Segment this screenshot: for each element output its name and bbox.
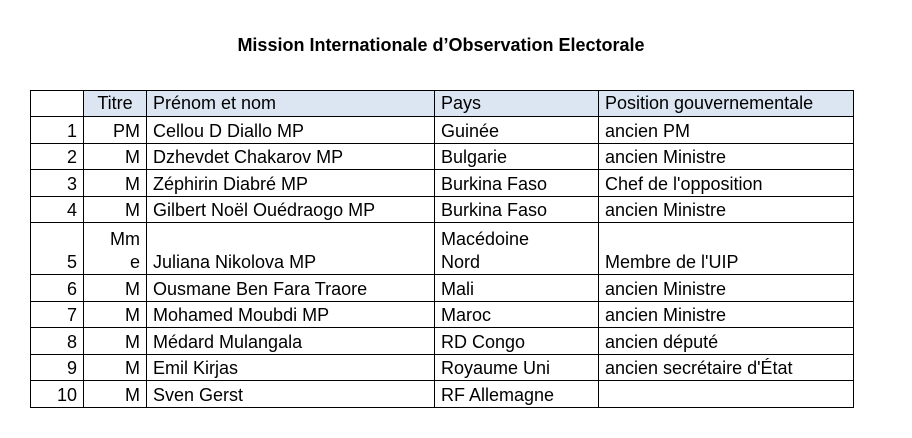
cell-num: 8: [30, 327, 84, 355]
cell-titre-line2: e: [129, 252, 140, 272]
header-pays: Pays: [434, 90, 599, 117]
table-row: 8 M Médard Mulangala RD Congo ancien dép…: [30, 327, 854, 355]
header-titre: Titre: [83, 90, 147, 117]
cell-titre: M: [83, 380, 147, 408]
header-num: [30, 90, 84, 117]
cell-num: 7: [30, 300, 84, 328]
cell-pays: Royaume Uni: [434, 353, 599, 381]
cell-pays: Macédoine Nord: [434, 222, 599, 275]
cell-titre: Mm e: [83, 222, 147, 275]
cell-position: ancien Ministre: [598, 274, 854, 302]
header-position: Position gouvernementale: [598, 90, 854, 117]
cell-nom: Gilbert Noël Ouédraogo MP: [146, 195, 435, 223]
cell-pays-line1: Macédoine: [441, 229, 530, 249]
cell-pays: Burkina Faso: [434, 195, 599, 223]
cell-titre: M: [83, 327, 147, 355]
cell-num: 5: [30, 222, 84, 275]
cell-num: 10: [30, 380, 84, 408]
cell-nom: Sven Gerst: [146, 380, 435, 408]
table-row: 3 M Zéphirin Diabré MP Burkina Faso Chef…: [30, 169, 854, 197]
cell-position: ancien Ministre: [598, 142, 854, 170]
table-row: 1 PM Cellou D Diallo MP Guinée ancien PM: [30, 116, 854, 144]
cell-position: Membre de l'UIP: [598, 222, 854, 275]
cell-titre: M: [83, 142, 147, 170]
cell-position: [598, 380, 854, 408]
cell-nom: Dzhevdet Chakarov MP: [146, 142, 435, 170]
cell-num: 2: [30, 142, 84, 170]
cell-nom: Mohamed Moubdi MP: [146, 300, 435, 328]
cell-position: ancien secrétaire d'État: [598, 353, 854, 381]
table-row: 10 M Sven Gerst RF Allemagne: [30, 380, 854, 408]
table-row: 7 M Mohamed Moubdi MP Maroc ancien Minis…: [30, 300, 854, 328]
table-header-row: Titre Prénom et nom Pays Position gouver…: [30, 90, 854, 117]
cell-position: ancien PM: [598, 116, 854, 144]
cell-pays-line2: Nord: [441, 252, 481, 272]
cell-position: Chef de l'opposition: [598, 169, 854, 197]
cell-pays: Burkina Faso: [434, 169, 599, 197]
cell-nom: Zéphirin Diabré MP: [146, 169, 435, 197]
cell-pays: RD Congo: [434, 327, 599, 355]
cell-pays: Bulgarie: [434, 142, 599, 170]
table-row: 6 M Ousmane Ben Fara Traore Mali ancien …: [30, 274, 854, 302]
cell-nom: Cellou D Diallo MP: [146, 116, 435, 144]
cell-num: 1: [30, 116, 84, 144]
cell-num: 9: [30, 353, 84, 381]
cell-pays: RF Allemagne: [434, 380, 599, 408]
document-title: Mission Internationale d’Observation Ele…: [237, 35, 645, 55]
table-row: 9 M Emil Kirjas Royaume Uni ancien secré…: [30, 353, 854, 381]
cell-position: ancien Ministre: [598, 195, 854, 223]
observers-table: Titre Prénom et nom Pays Position gouver…: [30, 90, 854, 408]
cell-nom: Ousmane Ben Fara Traore: [146, 274, 435, 302]
header-nom: Prénom et nom: [146, 90, 435, 117]
table-row: 4 M Gilbert Noël Ouédraogo MP Burkina Fa…: [30, 195, 854, 223]
cell-num: 6: [30, 274, 84, 302]
cell-position: ancien député: [598, 327, 854, 355]
cell-num: 3: [30, 169, 84, 197]
table-row: 5 Mm e Juliana Nikolova MP Macédoine Nord …: [30, 222, 854, 275]
cell-titre: M: [83, 300, 147, 328]
table-row: 2 M Dzhevdet Chakarov MP Bulgarie ancien…: [30, 142, 854, 170]
cell-titre: M: [83, 195, 147, 223]
cell-nom: Juliana Nikolova MP: [146, 222, 435, 275]
cell-nom: Médard Mulangala: [146, 327, 435, 355]
cell-pays: Guinée: [434, 116, 599, 144]
cell-nom: Emil Kirjas: [146, 353, 435, 381]
cell-pays: Maroc: [434, 300, 599, 328]
cell-titre-line1: Mm: [110, 229, 140, 249]
cell-pays: Mali: [434, 274, 599, 302]
cell-titre: PM: [83, 116, 147, 144]
cell-position: ancien Ministre: [598, 300, 854, 328]
cell-num: 4: [30, 195, 84, 223]
cell-titre: M: [83, 353, 147, 381]
cell-titre: M: [83, 274, 147, 302]
cell-titre: M: [83, 169, 147, 197]
